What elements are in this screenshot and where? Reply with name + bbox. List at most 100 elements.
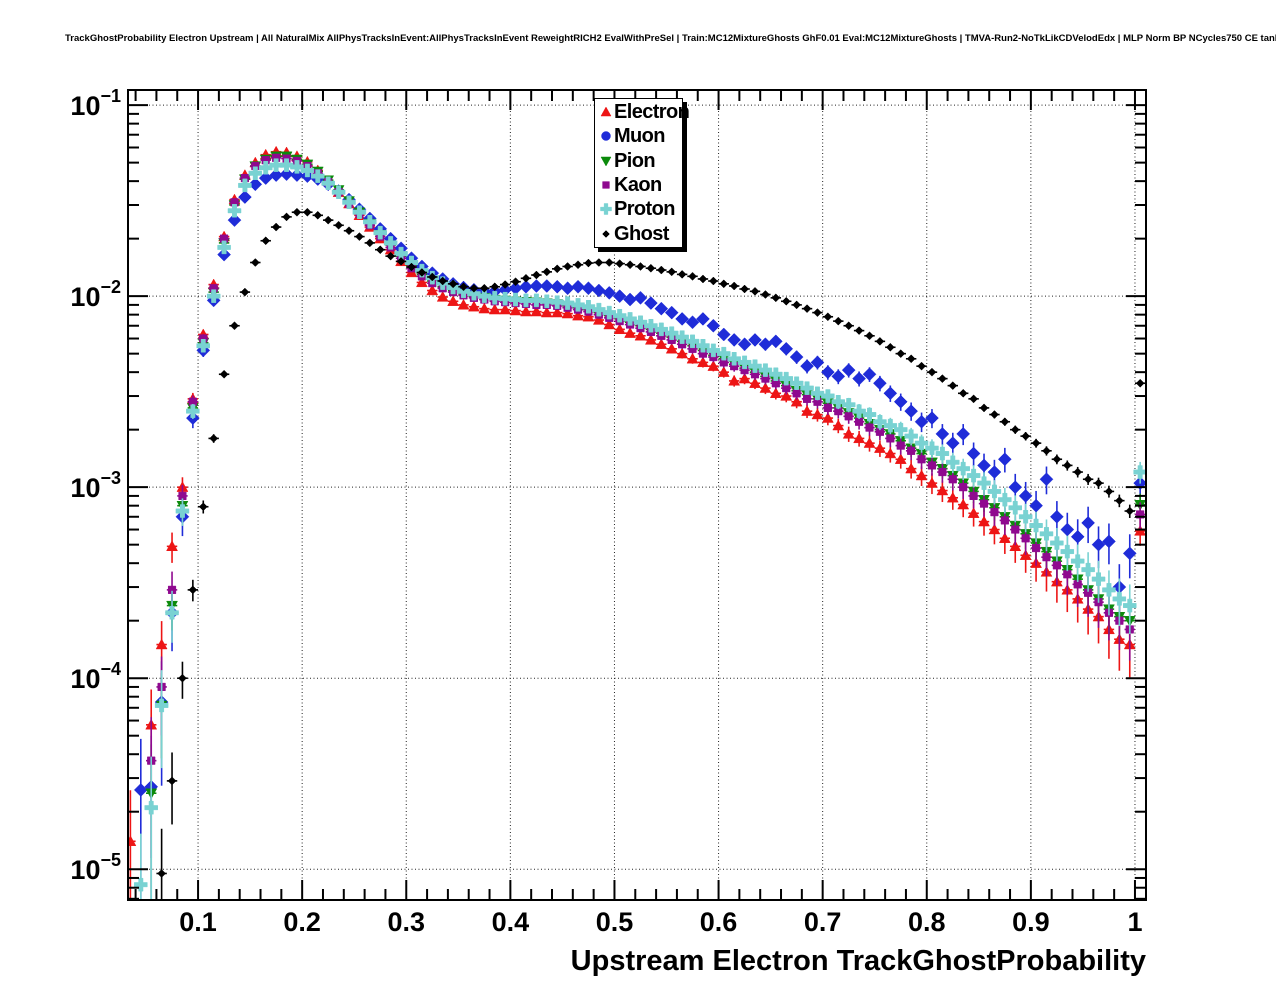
data-point (779, 371, 793, 386)
data-point (1008, 480, 1023, 495)
data-point (303, 207, 312, 217)
data-point (457, 298, 470, 310)
data-point (551, 306, 564, 318)
data-point (904, 404, 919, 419)
data-point (737, 355, 752, 370)
data-point (1091, 572, 1106, 586)
data-point (697, 356, 709, 368)
data-point (664, 326, 679, 340)
data-point (625, 260, 635, 270)
data-point (749, 377, 761, 388)
data-point (896, 349, 906, 359)
data-point (727, 352, 741, 366)
data-point (873, 376, 887, 391)
legend-label: Kaon (614, 174, 662, 197)
data-point (571, 279, 585, 294)
data-point (967, 507, 980, 518)
data-point (167, 585, 177, 594)
data-point (258, 171, 273, 185)
data-point (906, 354, 916, 364)
data-point (1009, 540, 1022, 552)
data-point (990, 508, 999, 517)
data-point (905, 462, 918, 474)
data-point (134, 877, 148, 892)
data-point (300, 163, 315, 178)
data-point (477, 289, 492, 303)
data-point (636, 262, 645, 271)
data-point (780, 390, 793, 401)
data-point (634, 329, 647, 341)
x-axis-tick-labels: 0.1 0.2 0.3 0.4 0.5 0.6 0.7 0.8 0.9 1 (179, 907, 1142, 937)
data-point (157, 869, 166, 878)
data-point (688, 271, 697, 281)
data-point (1010, 425, 1020, 435)
y-axis-tick-labels: 10−1 10−2 10−3 10−4 10−5 (70, 86, 121, 885)
data-point (977, 476, 991, 490)
data-point (792, 389, 801, 398)
data-point (426, 284, 439, 296)
data-point (729, 281, 739, 291)
data-point (728, 374, 741, 386)
data-point (1029, 518, 1043, 533)
data-point (1104, 487, 1114, 496)
data-point (655, 338, 668, 349)
data-point (719, 279, 729, 289)
data-point (467, 286, 481, 301)
data-point (279, 167, 294, 182)
data-point (344, 226, 354, 236)
data-point (844, 321, 854, 331)
data-point (529, 293, 544, 308)
data-point (935, 427, 950, 441)
series-muon (133, 167, 1146, 900)
data-point (1081, 562, 1095, 577)
data-point (1091, 537, 1106, 552)
data-point (1031, 438, 1041, 448)
data-point (801, 405, 813, 416)
data-point (886, 434, 895, 443)
data-point (217, 240, 231, 255)
data-point (594, 258, 604, 267)
data-point (883, 386, 898, 401)
data-point (831, 369, 846, 384)
x-tick-label: 1 (1127, 907, 1142, 937)
data-point (716, 327, 731, 342)
data-point (769, 387, 782, 398)
data-point (271, 222, 281, 232)
data-point (781, 296, 791, 306)
data-point (561, 307, 574, 319)
data-point (832, 419, 845, 431)
data-point (709, 276, 718, 286)
data-point (552, 264, 562, 274)
data-point (938, 467, 947, 477)
data-point (1021, 431, 1031, 441)
data-point (459, 282, 468, 292)
data-point (677, 270, 687, 279)
data-point (261, 236, 271, 246)
data-point (603, 318, 616, 330)
data-point (917, 361, 926, 371)
data-point (644, 318, 658, 333)
x-tick-label: 0.6 (700, 907, 738, 937)
axis-ticks (128, 90, 1146, 900)
data-point (790, 395, 803, 407)
data-point (499, 303, 512, 315)
data-point (938, 374, 947, 383)
data-point (696, 312, 710, 326)
data-point (1052, 561, 1061, 570)
data-point (789, 350, 804, 364)
data-point (1042, 446, 1051, 456)
data-point (1039, 472, 1054, 487)
data-point (675, 330, 689, 344)
data-point (853, 432, 866, 444)
data-point (540, 294, 554, 309)
data-point (1052, 454, 1062, 464)
data-point (1062, 461, 1072, 470)
data-point (615, 259, 625, 268)
data-point (592, 302, 606, 317)
legend-label: Muon (614, 125, 666, 148)
data-point (966, 468, 981, 483)
data-point (865, 423, 874, 432)
data-point (248, 166, 263, 180)
data-point (844, 412, 853, 421)
y-tick-label: 10−1 (70, 86, 121, 121)
